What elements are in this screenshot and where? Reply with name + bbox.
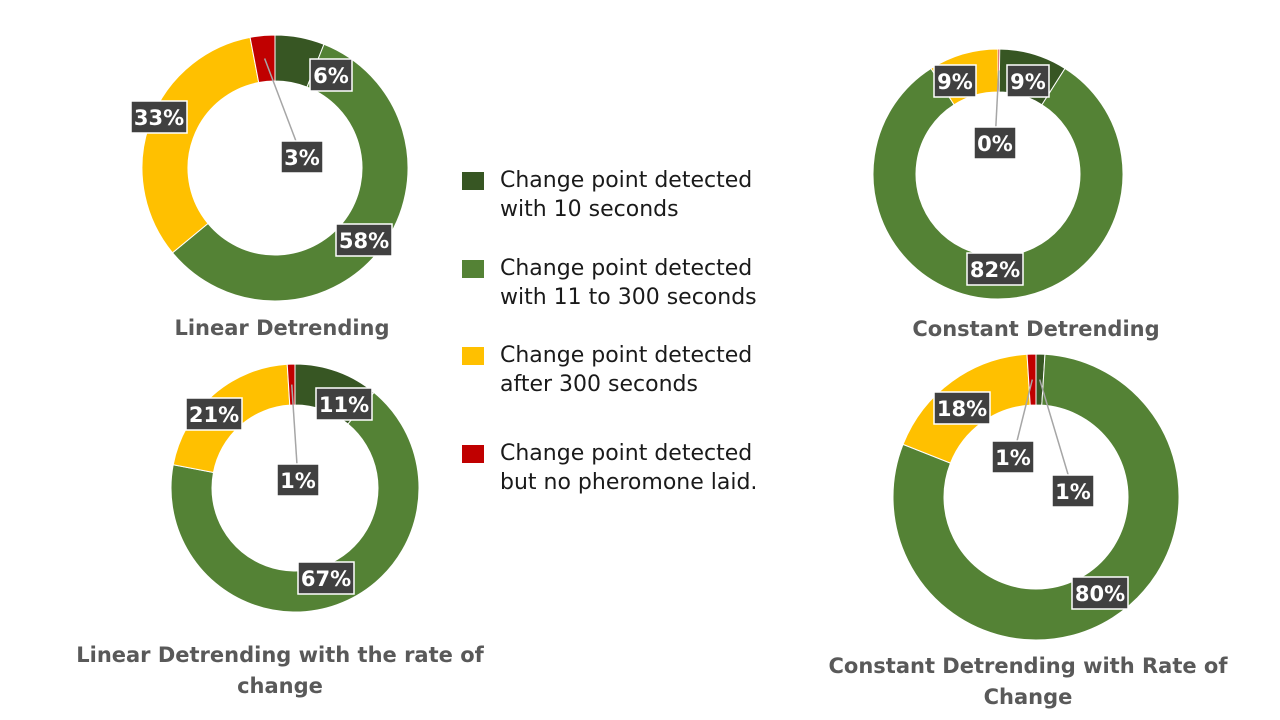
legend-label: Change point detected with 11 to 300 sec… — [500, 256, 757, 310]
donut-slice — [1026, 353, 1037, 406]
chart-title: Linear Detrending — [174, 316, 389, 340]
legend-item: Change point detected with 11 to 300 sec… — [462, 254, 842, 312]
data-label: 9% — [1010, 70, 1046, 94]
data-label: 1% — [995, 446, 1031, 470]
data-label: 3% — [284, 146, 320, 170]
chart-title: Linear Detrending with the rate of change — [76, 643, 484, 698]
donut-slice — [872, 67, 1124, 300]
data-label-box — [991, 440, 1035, 474]
data-label-box — [1006, 64, 1050, 98]
legend-swatch — [462, 445, 484, 463]
donut-chart: 9% 82% 9% 0% Constant Detrending — [872, 48, 1160, 341]
legend: Change point detected with 10 seconds Ch… — [462, 166, 842, 497]
data-label: 9% — [937, 70, 973, 94]
leader-line — [1038, 379, 1074, 492]
legend-label: Change point detected with 10 seconds — [500, 168, 753, 222]
legend-item: Change point detected with 10 seconds — [462, 166, 842, 224]
data-label: 33% — [134, 106, 184, 130]
data-label: 0% — [977, 132, 1013, 156]
legend-swatch — [462, 172, 484, 190]
data-label: 67% — [301, 567, 351, 591]
legend-swatch — [462, 260, 484, 278]
data-label: 1% — [1055, 480, 1091, 504]
donut-slice — [141, 36, 260, 254]
data-label: 21% — [189, 403, 239, 427]
data-label: 58% — [339, 229, 389, 253]
data-label-box — [130, 100, 188, 134]
data-label: 1% — [280, 469, 316, 493]
legend-swatch — [462, 347, 484, 365]
data-label-box — [276, 463, 320, 497]
data-label-box — [309, 58, 353, 92]
data-label: 80% — [1075, 582, 1125, 606]
data-label-box — [280, 140, 324, 174]
data-label-box — [933, 64, 977, 98]
chart-title: Constant Detrending — [912, 317, 1159, 341]
data-label-box — [966, 252, 1024, 286]
data-label-box — [1071, 576, 1129, 610]
donut-chart: 6% 58% 33% 3% Linear Detrending — [130, 34, 409, 340]
legend-item: Change point detected but no pheromone l… — [462, 439, 842, 497]
data-label: 11% — [319, 393, 369, 417]
legend-label: Change point detected but no pheromone l… — [500, 441, 758, 495]
data-label-box — [973, 126, 1017, 160]
data-label-box — [933, 391, 991, 425]
chart-title: Constant Detrending with Rate of Change — [829, 654, 1229, 709]
data-label-box — [185, 397, 243, 431]
donut-chart: 1% 80% 18% 1% Constant Detrending with Rate … — [829, 353, 1229, 709]
legend-item: Change point detected after 300 seconds — [462, 341, 842, 399]
data-label-box — [297, 561, 355, 595]
data-label-box — [1051, 474, 1095, 508]
data-label-box — [315, 387, 373, 421]
legend-label: Change point detected after 300 seconds — [500, 343, 753, 397]
data-label: 6% — [313, 64, 349, 88]
donut-slice — [892, 353, 1180, 641]
data-label-box — [335, 223, 393, 257]
data-label: 18% — [937, 397, 987, 421]
donut-slice — [170, 391, 420, 613]
data-label: 82% — [970, 258, 1020, 282]
donut-chart: 11% 67% 21% 1% Linear Detrending with the ra… — [76, 363, 485, 698]
